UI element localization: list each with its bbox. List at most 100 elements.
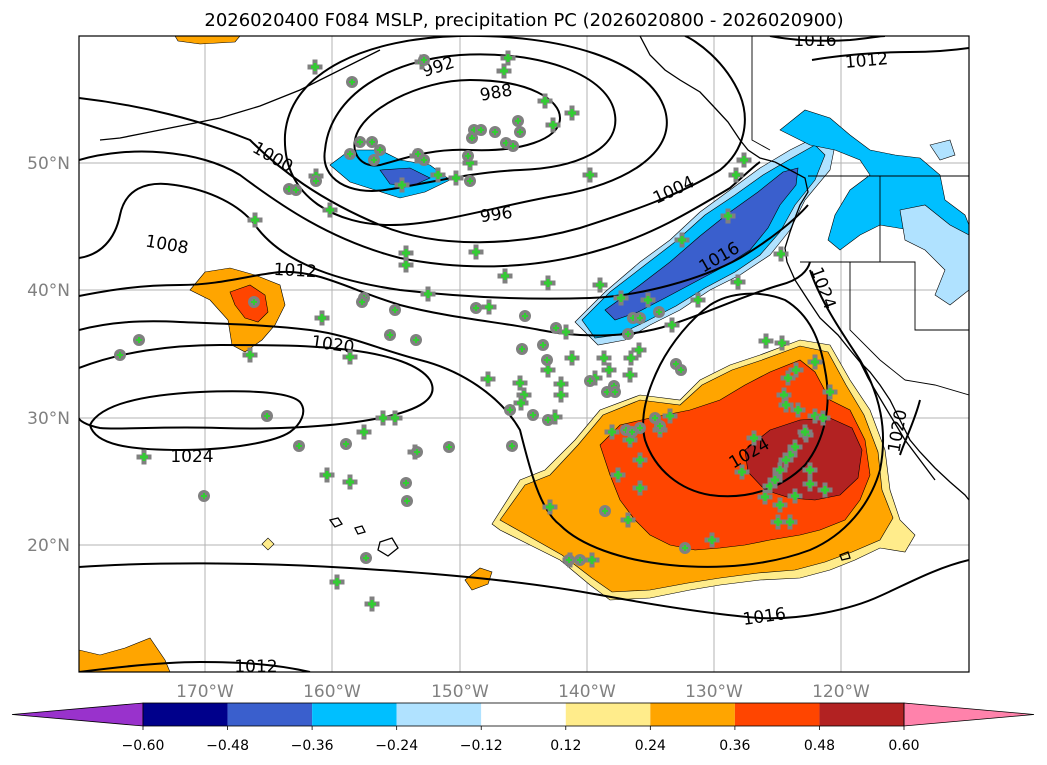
precip-nw-lightblue <box>929 139 956 161</box>
station-circle-marker <box>574 554 586 566</box>
station-plus-marker <box>758 333 774 349</box>
station-plus-marker <box>815 410 831 426</box>
colorbar-ticks: −0.60 −0.48 −0.36 −0.24 −0.12 0.12 0.24 0.36 0.4… <box>122 726 920 754</box>
station-plus-marker <box>497 268 513 284</box>
station-plus-marker <box>773 246 789 262</box>
isobar-label: 1016 <box>793 31 836 51</box>
station-plus-marker <box>774 335 790 351</box>
station-circle-marker <box>466 132 478 144</box>
station-circle-marker <box>550 322 562 334</box>
station-circle-marker <box>653 306 665 318</box>
station-circle-marker <box>418 54 430 66</box>
station-plus-marker <box>782 514 798 530</box>
isobar-1000 <box>79 36 746 244</box>
colorbar-box <box>819 703 904 726</box>
colorbar: −0.60 −0.48 −0.36 −0.24 −0.12 0.12 0.24 0.36 0.4… <box>11 702 1035 754</box>
station-plus-marker <box>364 596 380 612</box>
colorbar-tick-label: 0.48 <box>804 738 835 754</box>
isobar-1012 <box>79 261 811 337</box>
station-circle-marker <box>675 364 687 376</box>
lat-label-30n: 30°N <box>27 409 70 429</box>
station-circle-marker <box>462 150 474 162</box>
station-plus-marker <box>307 59 323 75</box>
station-circle-marker <box>489 126 501 138</box>
colorbar-tick-label: 0.36 <box>719 738 750 754</box>
station-circle-marker <box>542 414 554 426</box>
colorbar-tick-label: 0.60 <box>888 738 919 754</box>
coastlines <box>99 36 969 561</box>
station-plus-marker <box>468 244 484 260</box>
station-circle-marker <box>344 148 356 160</box>
station-circle-marker <box>622 328 634 340</box>
station-plus-marker <box>136 449 152 465</box>
coast-hawaii-2 <box>354 525 366 535</box>
station-plus-marker <box>797 424 813 440</box>
station-plus-marker <box>356 424 372 440</box>
station-plus-marker <box>770 514 786 530</box>
station-circle-marker <box>389 304 401 316</box>
isobar-label: 996 <box>479 203 514 227</box>
station-circle-marker <box>400 477 412 489</box>
station-circle-marker <box>527 409 539 421</box>
station-plus-marker <box>772 497 788 513</box>
station-plus-marker <box>802 476 818 492</box>
station-circle-marker <box>374 144 386 156</box>
colorbar-box <box>734 703 820 726</box>
isobar-1024-left <box>88 390 305 452</box>
colorbar-box <box>396 703 482 726</box>
map-panel: 992 988 1000 996 1004 1008 1012 1016 102… <box>78 31 970 673</box>
station-plus-marker <box>314 310 330 326</box>
station-circle-marker <box>248 296 260 308</box>
station-plus-marker <box>807 354 823 370</box>
station-plus-marker <box>582 167 598 183</box>
coast-alaska-south <box>639 36 776 163</box>
station-circle-marker <box>516 343 528 355</box>
station-plus-marker <box>394 177 410 193</box>
map-title: 2026020400 F084 MSLP, precipitation PC (… <box>204 10 843 31</box>
station-plus-marker <box>632 480 648 496</box>
station-circle-marker <box>418 154 430 166</box>
station-circle-marker <box>609 386 621 398</box>
station-plus-marker <box>690 292 706 308</box>
isobar-1016 <box>79 269 885 568</box>
station-plus-marker <box>513 395 529 411</box>
station-plus-marker <box>553 376 569 392</box>
isobar-label: 1024 <box>170 447 213 467</box>
station-plus-marker <box>746 430 762 446</box>
isobar-1020-right <box>899 399 921 456</box>
station-plus-marker <box>558 324 574 340</box>
lat-label-20n: 20°N <box>27 536 70 556</box>
station-plus-marker <box>542 499 558 515</box>
station-circle-marker <box>114 349 126 361</box>
station-plus-marker <box>564 105 580 121</box>
station-plus-marker <box>319 467 335 483</box>
station-plus-marker <box>448 170 464 186</box>
station-plus-marker <box>604 424 620 440</box>
colorbar-box <box>650 703 735 726</box>
precip-interior-lightblue <box>899 204 969 306</box>
station-circle-marker <box>504 404 516 416</box>
station-plus-marker <box>632 452 648 468</box>
station-plus-marker <box>420 286 436 302</box>
station-plus-marker <box>613 290 629 306</box>
station-plus-marker <box>540 275 556 291</box>
station-plus-marker <box>500 50 516 66</box>
isobar-1004 <box>79 150 761 268</box>
lon-label-140w: 140°W <box>558 682 616 702</box>
station-plus-marker <box>734 464 750 480</box>
station-plus-marker <box>736 152 752 168</box>
station-circle-marker <box>356 296 368 308</box>
station-plus-marker <box>802 462 818 478</box>
station-markers <box>114 50 838 612</box>
latitude-labels: 50°N 40°N 30°N 20°N <box>27 154 70 556</box>
colorbar-box <box>565 703 651 726</box>
station-plus-marker <box>788 362 804 378</box>
station-plus-marker <box>387 410 403 426</box>
station-plus-marker <box>720 208 736 224</box>
colorbar-tick-label: −0.12 <box>460 738 503 754</box>
lon-label-160w: 160°W <box>303 682 361 702</box>
station-circle-marker <box>290 184 302 196</box>
station-plus-marker <box>631 342 647 358</box>
station-circle-marker <box>293 440 305 452</box>
